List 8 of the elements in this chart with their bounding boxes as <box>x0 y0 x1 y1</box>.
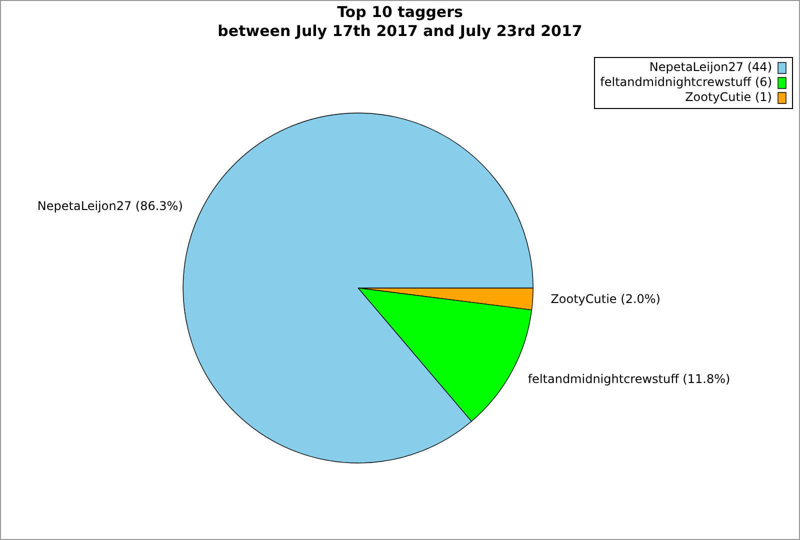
chart-title: Top 10 taggers <box>336 3 464 22</box>
data-label: NepetaLeijon27 (86.3%) <box>37 199 183 214</box>
chart-subtitle: between July 17th 2017 and July 23rd 2017 <box>216 22 584 41</box>
legend-label: NepetaLeijon27 (44) <box>649 60 772 74</box>
data-label: feltandmidnightcrewstuff (11.8%) <box>528 372 730 386</box>
legend-label: ZootyCutie (1) <box>685 90 772 104</box>
data-label: ZootyCutie (2.0%) <box>550 292 660 306</box>
legend-label: feltandmidnightcrewstuff (6) <box>600 75 772 90</box>
